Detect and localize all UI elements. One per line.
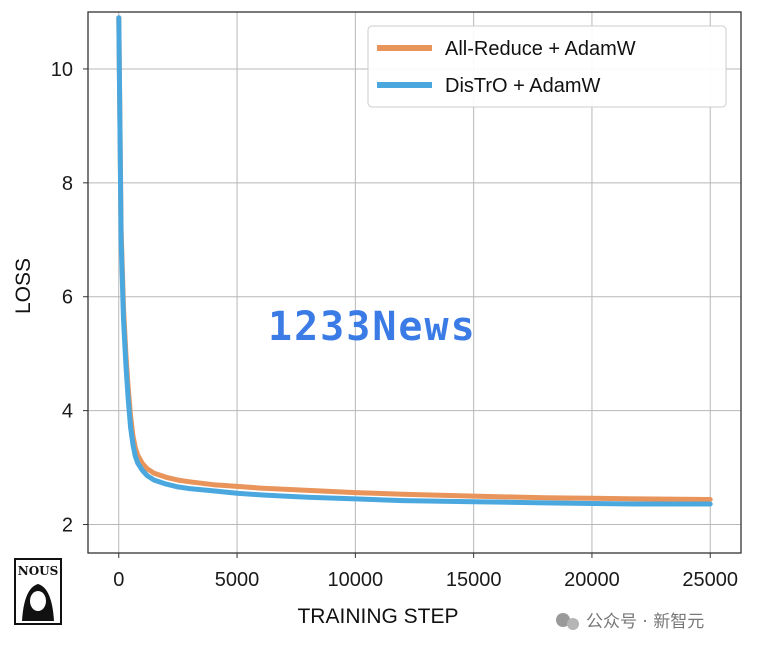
x-tick-label: 20000 xyxy=(564,569,620,591)
nous-logo: NOUS xyxy=(14,558,62,625)
wechat-icon-small xyxy=(567,618,579,630)
nous-logo-face-icon xyxy=(30,591,46,611)
nous-logo-text: NOUS xyxy=(18,564,59,578)
x-tick-label: 0 xyxy=(113,569,124,591)
plot-frame xyxy=(87,11,742,554)
legend-box xyxy=(367,25,727,108)
credit: 公众号 · 新智元 xyxy=(556,612,704,632)
ticks: 0 5000 10000 15000 20000 25000 2 4 6 8 10 xyxy=(51,59,738,591)
y-tick-label: 10 xyxy=(51,59,73,81)
series-layer xyxy=(116,15,713,507)
y-tick-label: 6 xyxy=(62,287,73,309)
x-tick-label: 5000 xyxy=(215,569,260,591)
x-tick-label: 15000 xyxy=(446,569,502,591)
legend-label-distro: DisTrO + AdamW xyxy=(445,75,601,97)
y-axis-title: LOSS xyxy=(12,258,35,314)
x-tick-label: 25000 xyxy=(682,569,738,591)
watermark-text: 1233News xyxy=(268,304,477,350)
y-tick-label: 4 xyxy=(62,401,73,423)
x-tick-label: 10000 xyxy=(328,569,384,591)
legend: All-Reduce + AdamW DisTrO + AdamW xyxy=(367,25,727,108)
legend-label-all-reduce: All-Reduce + AdamW xyxy=(445,38,636,60)
wechat-icon xyxy=(556,613,570,627)
y-tick-label: 2 xyxy=(62,515,73,537)
y-tick-label: 8 xyxy=(62,173,73,195)
x-axis-title: TRAINING STEP xyxy=(297,605,458,628)
credit-text: 公众号 · 新智元 xyxy=(586,612,704,632)
series-line-distro xyxy=(116,15,713,507)
